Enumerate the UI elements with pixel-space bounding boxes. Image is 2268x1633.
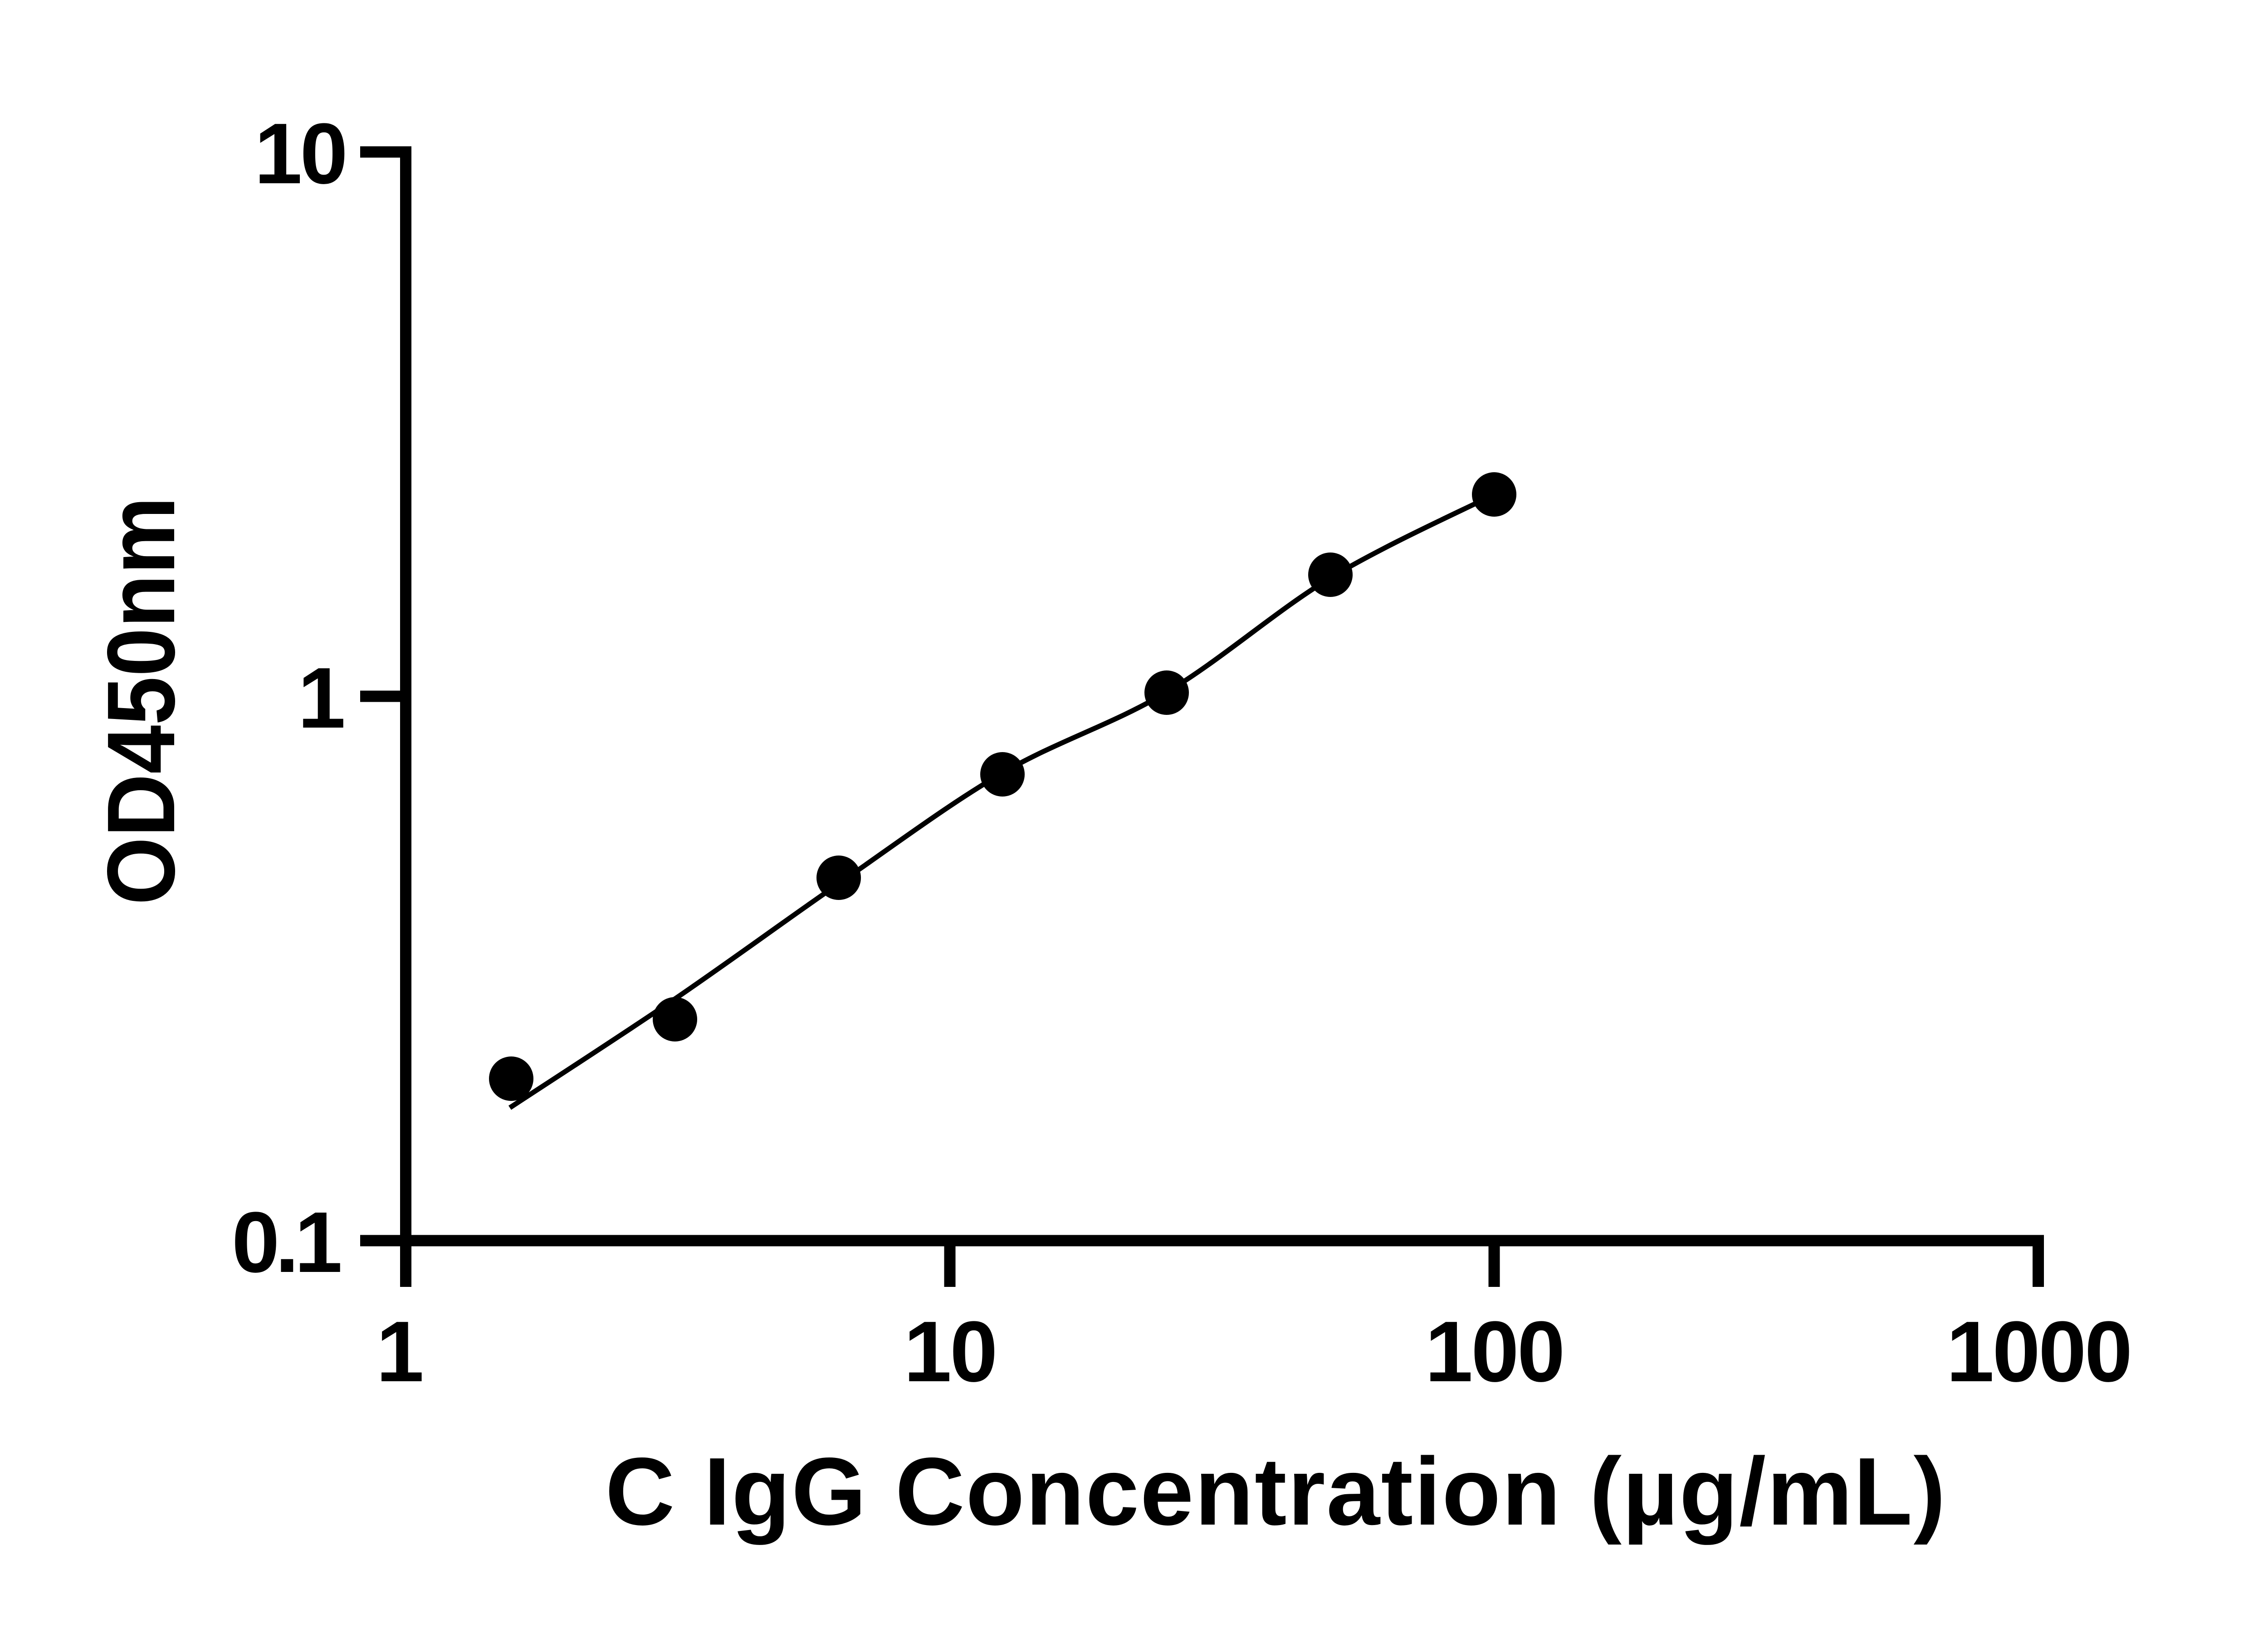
svg-text:1000: 1000 — [1946, 1304, 2131, 1400]
svg-text:0.1: 0.1 — [232, 1194, 340, 1291]
svg-text:OD450nm: OD450nm — [88, 497, 195, 905]
svg-text:100: 100 — [1425, 1304, 1563, 1400]
svg-text:10: 10 — [904, 1304, 996, 1400]
svg-text:1: 1 — [376, 1304, 424, 1400]
svg-text:C IgG Concentration (µg/mL): C IgG Concentration (µg/mL) — [605, 1437, 1946, 1545]
svg-text:1: 1 — [298, 650, 346, 746]
svg-text:10: 10 — [254, 106, 346, 202]
